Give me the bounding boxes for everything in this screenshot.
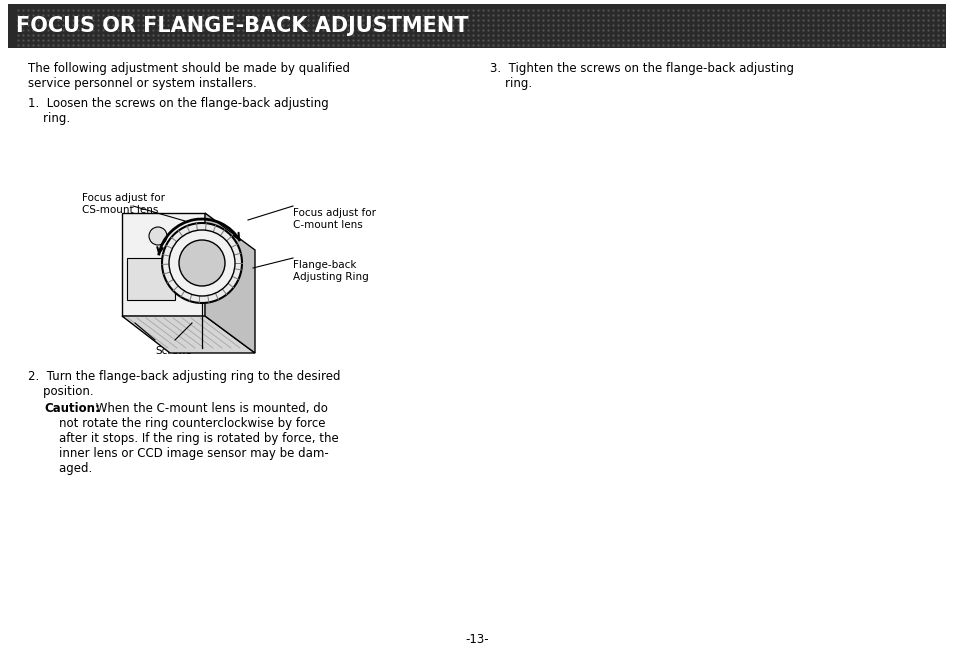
Text: Flange-back
Adjusting Ring: Flange-back Adjusting Ring (293, 260, 369, 282)
Text: Focus adjust for
C-mount lens: Focus adjust for C-mount lens (293, 208, 375, 230)
Text: Focus adjust for
CS-mount lens: Focus adjust for CS-mount lens (82, 193, 165, 214)
Circle shape (179, 240, 225, 286)
Circle shape (169, 230, 234, 296)
Text: position.: position. (28, 385, 93, 398)
Text: not rotate the ring counterclockwise by force: not rotate the ring counterclockwise by … (44, 417, 325, 430)
Text: ring.: ring. (490, 77, 532, 90)
FancyBboxPatch shape (8, 4, 945, 48)
Text: ring.: ring. (28, 112, 71, 125)
Text: Caution:: Caution: (44, 402, 100, 415)
Text: 1.  Loosen the screws on the flange-back adjusting: 1. Loosen the screws on the flange-back … (28, 97, 329, 110)
Text: after it stops. If the ring is rotated by force, the: after it stops. If the ring is rotated b… (44, 432, 338, 445)
Text: -13-: -13- (465, 633, 488, 646)
Text: Screws: Screws (154, 346, 192, 356)
Polygon shape (122, 316, 254, 353)
Text: FOCUS OR FLANGE-BACK ADJUSTMENT: FOCUS OR FLANGE-BACK ADJUSTMENT (16, 16, 468, 36)
Text: 2.  Turn the flange-back adjusting ring to the desired: 2. Turn the flange-back adjusting ring t… (28, 370, 340, 383)
Text: service personnel or system installers.: service personnel or system installers. (28, 77, 256, 90)
Polygon shape (205, 213, 254, 353)
Text: 3.  Tighten the screws on the flange-back adjusting: 3. Tighten the screws on the flange-back… (490, 62, 793, 75)
Text: When the C-mount lens is mounted, do: When the C-mount lens is mounted, do (91, 402, 328, 415)
Circle shape (162, 223, 242, 303)
Text: inner lens or CCD image sensor may be dam-: inner lens or CCD image sensor may be da… (44, 447, 329, 460)
Text: aged.: aged. (44, 462, 92, 475)
Circle shape (149, 227, 167, 245)
Text: The following adjustment should be made by qualified: The following adjustment should be made … (28, 62, 350, 75)
Polygon shape (122, 213, 205, 316)
FancyBboxPatch shape (127, 258, 174, 300)
